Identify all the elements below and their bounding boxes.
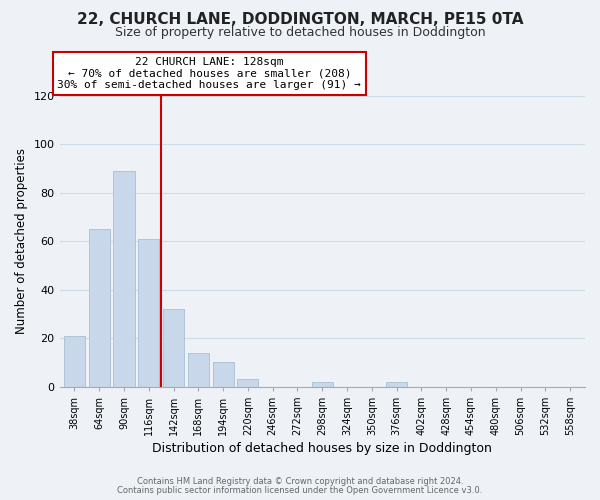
- Bar: [188, 352, 209, 386]
- Bar: [163, 309, 184, 386]
- Bar: [238, 380, 259, 386]
- Bar: [89, 229, 110, 386]
- Text: Contains public sector information licensed under the Open Government Licence v3: Contains public sector information licen…: [118, 486, 482, 495]
- Bar: [113, 171, 134, 386]
- Text: Size of property relative to detached houses in Doddington: Size of property relative to detached ho…: [115, 26, 485, 39]
- Y-axis label: Number of detached properties: Number of detached properties: [15, 148, 28, 334]
- Bar: [386, 382, 407, 386]
- Text: 22 CHURCH LANE: 128sqm
← 70% of detached houses are smaller (208)
30% of semi-de: 22 CHURCH LANE: 128sqm ← 70% of detached…: [58, 57, 361, 90]
- Text: 22, CHURCH LANE, DODDINGTON, MARCH, PE15 0TA: 22, CHURCH LANE, DODDINGTON, MARCH, PE15…: [77, 12, 523, 28]
- Bar: [212, 362, 233, 386]
- X-axis label: Distribution of detached houses by size in Doddington: Distribution of detached houses by size …: [152, 442, 492, 455]
- Text: Contains HM Land Registry data © Crown copyright and database right 2024.: Contains HM Land Registry data © Crown c…: [137, 477, 463, 486]
- Bar: [64, 336, 85, 386]
- Bar: [138, 239, 160, 386]
- Bar: [312, 382, 333, 386]
